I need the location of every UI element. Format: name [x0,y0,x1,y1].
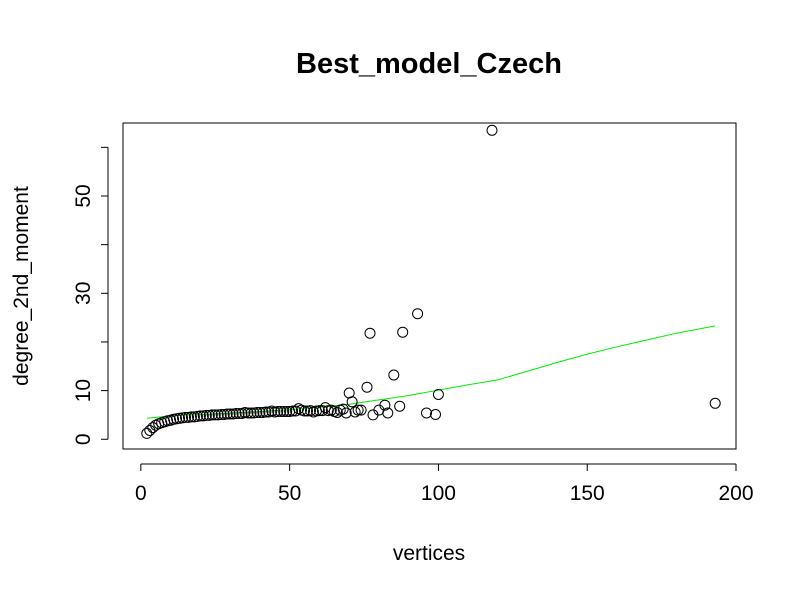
y-axis-label: degree_2nd_moment [10,186,33,386]
data-point [144,425,156,436]
y-tick-label: 30 [72,282,95,305]
data-point [200,409,212,421]
data-point [221,408,233,420]
x-axis-label: vertices [393,542,465,565]
data-point [397,326,409,338]
data-point [147,422,159,434]
data-point [352,404,364,416]
data-point [361,381,373,393]
data-point [245,407,257,419]
data-point [287,405,299,417]
data-point [379,399,391,411]
fit-line-layer [146,325,716,419]
x-tick-label: 150 [570,482,605,505]
x-tick-label: 0 [135,482,147,505]
x-tick-label: 50 [278,482,301,505]
y-tick-label: 10 [72,379,95,402]
y-tick-label: 50 [72,184,95,207]
data-point [346,396,358,408]
data-point [299,405,310,417]
data-point [355,404,367,416]
x-tick-label: 200 [718,482,753,505]
data-point [421,407,432,419]
x-axis: 0 50 100 150 200 [135,463,754,505]
x-tick-label: 100 [421,482,456,505]
data-point [242,407,254,419]
data-point [275,406,287,417]
data-point [251,407,263,418]
data-point [340,407,352,419]
data-point [349,406,361,418]
data-point [281,406,293,417]
data-point [230,408,242,419]
data-point [394,400,406,412]
y-tick-label: 0 [72,433,95,445]
data-point [388,369,400,381]
data-point [709,397,721,409]
y-axis: 0 10 30 50 [72,146,109,445]
points-layer [141,124,721,439]
data-point [224,408,236,420]
plot-area-border [122,122,737,450]
data-point [313,405,325,417]
data-point [337,403,349,415]
data-point [278,406,290,417]
data-point [412,308,424,320]
data-point [260,406,272,418]
fit-line [146,325,716,419]
data-point [432,389,444,400]
data-point [319,402,331,414]
data-point [206,409,218,421]
data-point [290,405,302,417]
data-point [194,410,206,422]
data-point [141,427,153,439]
data-point [364,327,376,339]
data-point [209,409,221,421]
data-point [331,407,343,418]
data-point [382,407,394,419]
chart-title: Best_model_Czech [296,48,562,80]
data-point [180,411,191,423]
data-point [316,405,328,417]
data-point [272,406,284,417]
data-point [185,411,197,423]
data-point [215,409,227,420]
data-point [233,408,245,419]
data-point [486,124,498,136]
data-point [430,409,441,420]
data-point [254,407,266,418]
